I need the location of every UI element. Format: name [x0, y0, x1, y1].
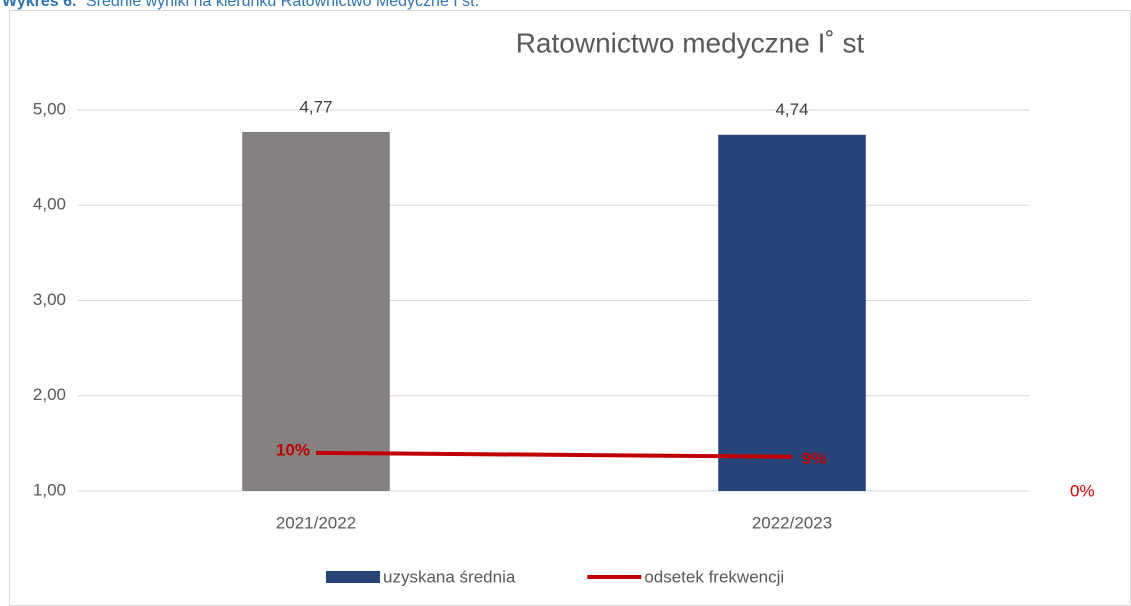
- legend-swatch: [326, 571, 380, 583]
- y-tick-label: 2,00: [33, 385, 66, 404]
- y-tick-label: 1,00: [33, 480, 66, 499]
- bar: [242, 131, 390, 491]
- chart-title: Ratownictwo medyczne I˚ st: [516, 27, 865, 58]
- data-label: 4,74: [775, 100, 808, 119]
- data-label: 10%: [276, 440, 310, 459]
- y-tick-label: 4,00: [33, 195, 66, 214]
- y-tick-label: 3,00: [33, 290, 66, 309]
- caption-text: Średnie wyniki na kierunku Ratownictwo M…: [86, 0, 479, 10]
- bar: [718, 134, 866, 491]
- legend-label: uzyskana średnia: [383, 567, 516, 586]
- data-label: 4,77: [299, 97, 332, 116]
- y2-tick-label: 0%: [1070, 481, 1095, 500]
- legend-label: odsetek frekwencji: [644, 567, 784, 586]
- x-tick-label: 2022/2023: [752, 513, 832, 532]
- y-tick-label: 5,00: [33, 99, 66, 118]
- x-tick-label: 2021/2022: [276, 513, 356, 532]
- data-label: 9%: [802, 449, 827, 468]
- line: [315, 450, 793, 459]
- caption-label: Wykres 6.: [2, 0, 76, 10]
- chart-frame: [9, 10, 1131, 606]
